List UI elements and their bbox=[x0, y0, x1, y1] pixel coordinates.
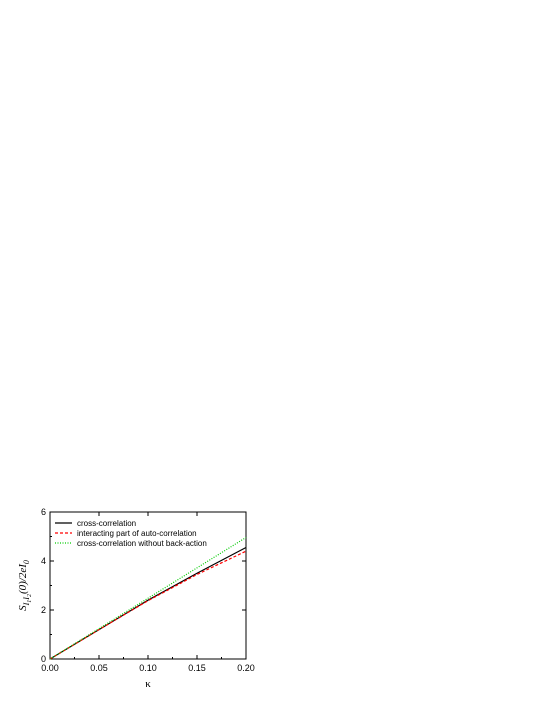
series-lines bbox=[49, 536, 247, 660]
series-line-dotted bbox=[49, 536, 247, 660]
legend-label: cross-correlation bbox=[77, 519, 136, 528]
x-axis-label: κ bbox=[145, 678, 151, 690]
y-tick-label: 6 bbox=[41, 507, 46, 517]
x-tick-label: 0.00 bbox=[41, 663, 59, 673]
x-tick-label: 0.05 bbox=[90, 663, 108, 673]
y-label-sub1a: 1 bbox=[27, 600, 33, 603]
legend-label: cross-correlation without back-action bbox=[77, 539, 207, 548]
y-label-sub1c: 2 bbox=[27, 594, 33, 597]
series-line-dashed bbox=[49, 550, 247, 660]
y-label-sub1b: I bbox=[22, 597, 31, 601]
y-axis-label: SI1I2(0)/2eI0 bbox=[17, 560, 33, 611]
y-tick-label: 0 bbox=[41, 654, 46, 664]
x-tick-label: 0.20 bbox=[237, 663, 255, 673]
series-line-solid bbox=[49, 546, 247, 660]
y-label-tail: (0)/2eI bbox=[17, 563, 29, 594]
legend-label: interacting part of auto-correlation bbox=[77, 529, 197, 538]
y-label-sub1: I bbox=[22, 602, 31, 606]
axis-ticks: 0.00 0.05 0.10 0.15 0.20 0 2 4 6 bbox=[41, 507, 255, 673]
y-tick-label: 2 bbox=[41, 605, 46, 615]
y-label-main: S bbox=[17, 605, 29, 611]
y-label-tail-sub: 0 bbox=[22, 560, 31, 564]
x-tick-label: 0.10 bbox=[139, 663, 157, 673]
x-tick-label: 0.15 bbox=[188, 663, 206, 673]
y-tick-label: 4 bbox=[41, 556, 46, 566]
